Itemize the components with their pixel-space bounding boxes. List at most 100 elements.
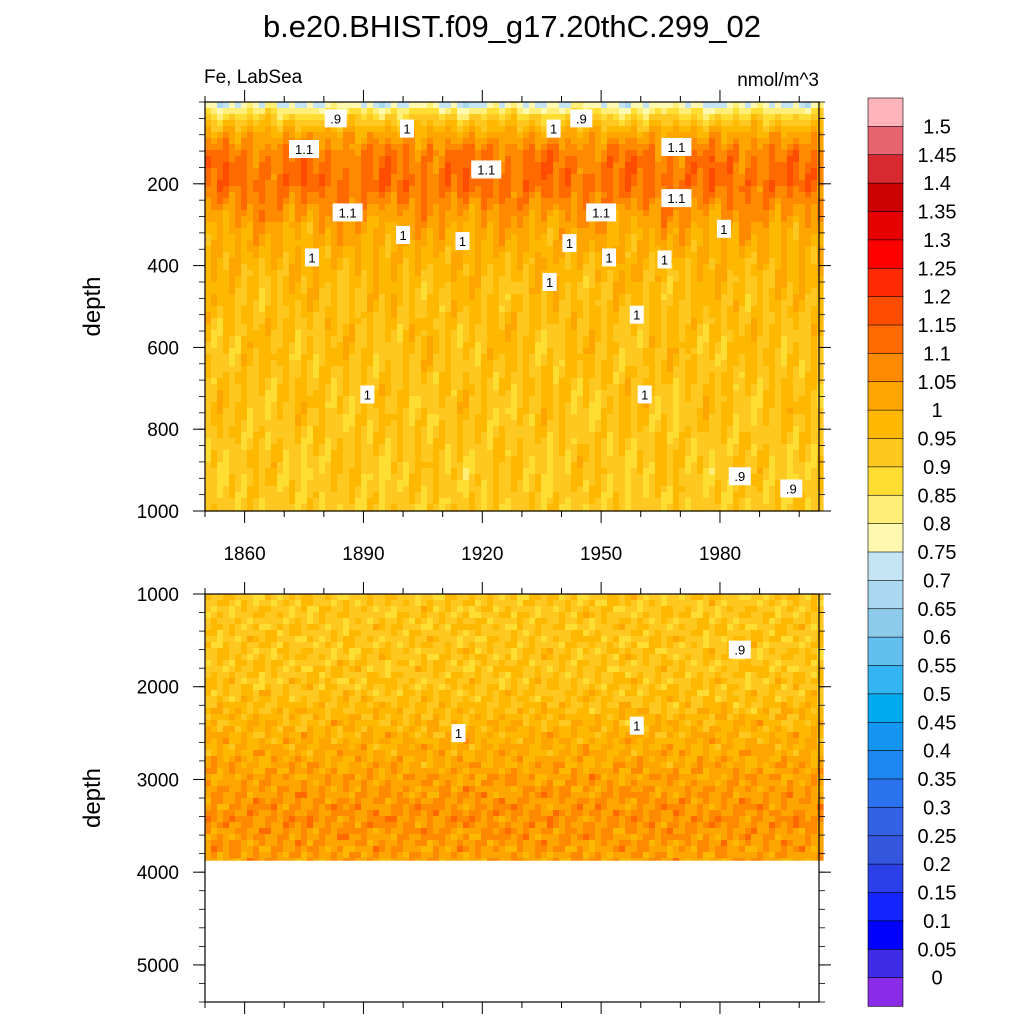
- field-cell: [397, 366, 404, 373]
- field-cell: [685, 174, 692, 181]
- field-cell: [679, 246, 686, 253]
- field-cell: [301, 306, 308, 313]
- field-cell: [517, 288, 524, 295]
- field-cell: [751, 312, 758, 319]
- field-cell: [259, 318, 266, 325]
- field-cell: [811, 288, 818, 295]
- field-cell: [235, 204, 242, 211]
- field-cell: [451, 198, 458, 205]
- field-cell: [739, 318, 746, 325]
- field-cell: [475, 204, 482, 211]
- field-cell: [607, 282, 614, 289]
- field-cell: [589, 162, 596, 169]
- field-cell: [205, 276, 212, 283]
- field-cell: [391, 150, 398, 157]
- field-cell: [697, 378, 704, 385]
- field-cell: [271, 336, 278, 343]
- field-cell: [217, 318, 224, 325]
- field-cell: [655, 222, 662, 229]
- field-cell: [289, 120, 296, 127]
- field-cell: [379, 132, 386, 139]
- field-cell: [631, 216, 638, 223]
- field-cell: [415, 252, 422, 259]
- field-cell: [745, 378, 752, 385]
- field-cell: [535, 366, 542, 373]
- field-cell: [655, 186, 662, 193]
- field-cell: [397, 372, 404, 379]
- field-cell: [361, 336, 368, 343]
- field-cell: [349, 192, 356, 199]
- field-cell: [277, 132, 284, 139]
- field-cell: [697, 366, 704, 373]
- field-cell: [715, 372, 722, 379]
- field-cell: [763, 300, 770, 307]
- field-cell: [517, 348, 524, 355]
- field-cell: [775, 378, 782, 385]
- field-cell: [655, 204, 662, 211]
- field-cell: [667, 174, 674, 181]
- field-cell: [241, 276, 248, 283]
- field-cell: [619, 354, 626, 361]
- field-cell: [817, 234, 824, 241]
- field-cell: [661, 360, 668, 367]
- field-cell: [697, 288, 704, 295]
- field-cell: [679, 204, 686, 211]
- field-cell: [751, 102, 758, 109]
- field-cell: [289, 324, 296, 331]
- field-cell: [781, 150, 788, 157]
- field-cell: [487, 372, 494, 379]
- field-cell: [409, 282, 416, 289]
- field-cell: [505, 360, 512, 367]
- field-cell: [607, 198, 614, 205]
- field-cell: [439, 192, 446, 199]
- field-cell: [283, 270, 290, 277]
- field-cell: [355, 264, 362, 271]
- field-cell: [715, 120, 722, 127]
- field-cell: [769, 102, 776, 109]
- field-cell: [289, 228, 296, 235]
- field-cell: [505, 312, 512, 319]
- field-cell: [361, 174, 368, 181]
- field-cell: [583, 222, 590, 229]
- field-cell: [271, 192, 278, 199]
- field-cell: [613, 186, 620, 193]
- field-cell: [217, 150, 224, 157]
- field-cell: [751, 294, 758, 301]
- field-cell: [703, 366, 710, 373]
- field-cell: [643, 240, 650, 247]
- field-cell: [751, 282, 758, 289]
- field-cell: [817, 312, 824, 319]
- field-cell: [763, 138, 770, 145]
- field-cell: [373, 288, 380, 295]
- field-cell: [451, 306, 458, 313]
- field-cell: [625, 228, 632, 235]
- field-cell: [529, 102, 536, 109]
- field-cell: [265, 150, 272, 157]
- field-cell: [337, 180, 344, 187]
- field-cell: [799, 228, 806, 235]
- field-cell: [223, 210, 230, 217]
- field-cell: [709, 198, 716, 205]
- field-cell: [703, 354, 710, 361]
- field-cell: [547, 138, 554, 145]
- field-cell: [331, 288, 338, 295]
- field-cell: [271, 270, 278, 277]
- field-cell: [253, 132, 260, 139]
- field-cell: [403, 144, 410, 151]
- field-cell: [445, 312, 452, 319]
- field-cell: [727, 192, 734, 199]
- field-cell: [433, 384, 440, 391]
- field-cell: [271, 330, 278, 337]
- field-cell: [445, 240, 452, 247]
- field-cell: [433, 180, 440, 187]
- field-cell: [211, 186, 218, 193]
- field-cell: [337, 126, 344, 133]
- field-cell: [361, 192, 368, 199]
- field-cell: [775, 294, 782, 301]
- field-cell: [439, 372, 446, 379]
- field-cell: [295, 246, 302, 253]
- field-cell: [253, 378, 260, 385]
- field-cell: [505, 372, 512, 379]
- field-cell: [481, 186, 488, 193]
